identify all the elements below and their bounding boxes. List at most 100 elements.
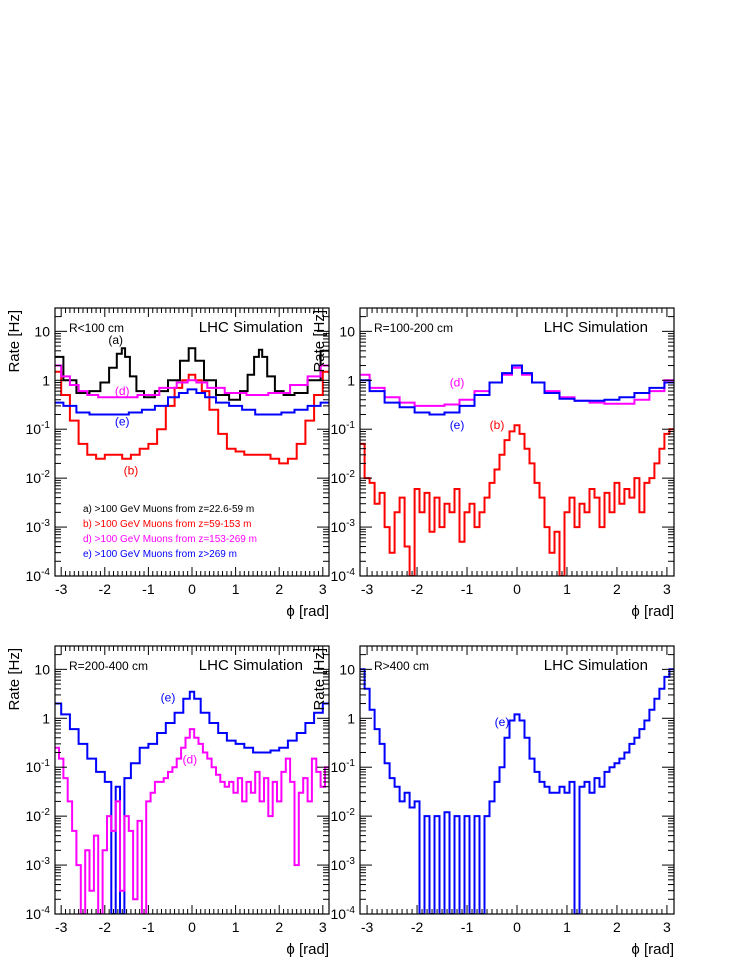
series-e-line — [360, 364, 674, 416]
series-e-line — [55, 388, 329, 416]
y-tick-label: 10-1 — [331, 758, 356, 775]
legend-entry: d) >100 GeV Muons from z=153-269 m — [83, 534, 257, 545]
x-tick-label: -3 — [361, 581, 374, 597]
y-tick-label: 1 — [42, 372, 50, 388]
y-tick-label: 1 — [347, 372, 355, 388]
series-d-line — [360, 366, 674, 407]
x-tick-label: 3 — [663, 581, 671, 597]
legend-entry: a) >100 GeV Muons from z=22.6-59 m — [83, 504, 254, 515]
y-tick-label: 10 — [34, 323, 50, 339]
plot-frame — [359, 645, 675, 915]
x-tick-label: -3 — [361, 919, 374, 935]
y-axis-title: Rate [Hz] — [311, 648, 328, 711]
x-tick-label: -1 — [142, 919, 155, 935]
series-group — [360, 668, 674, 914]
x-axis-title: ϕ [rad] — [631, 603, 674, 620]
panel-label: R=100-200 cm — [374, 321, 453, 335]
y-tick-label: 10-4 — [331, 905, 356, 922]
x-tick-label: 2 — [613, 581, 621, 597]
series-b-line — [360, 424, 674, 576]
legend-entry: e) >100 GeV Muons from z>269 m — [83, 549, 237, 560]
y-tick-label: 1 — [347, 710, 355, 726]
x-tick-label: -1 — [461, 581, 474, 597]
y-axis-title: Rate [Hz] — [6, 648, 23, 711]
x-tick-label: -1 — [142, 581, 155, 597]
y-tick-label: 10-3 — [331, 518, 356, 535]
x-tick-label: 3 — [663, 919, 671, 935]
x-tick-label: -2 — [99, 919, 112, 935]
y-tick-label: 1 — [42, 710, 50, 726]
x-tick-label: 0 — [188, 581, 196, 597]
y-tick-label: 10 — [339, 323, 355, 339]
chart-panel-1: -3 -2 -1 0 1 2 3 10 1 10-1 10-2 10-3 10-4 Rate [Hz] ϕ … — [6, 307, 330, 620]
series-annotation: (d) — [450, 375, 465, 389]
y-tick-label: 10-1 — [331, 420, 356, 437]
series-annotation: (d) — [115, 384, 130, 398]
y-tick-label: 10-3 — [331, 856, 356, 873]
watermark-label: LHC Simulation — [199, 657, 303, 674]
chart-panel-2: -3 -2 -1 0 1 2 3 10 1 10-1 10-2 10-3 10-4 Rate [Hz] ϕ … — [311, 307, 675, 620]
series-e-line — [55, 690, 329, 914]
x-axis-title: ϕ [rad] — [286, 941, 329, 958]
series-annotation: (b) — [490, 418, 505, 432]
x-tick-label: 1 — [232, 919, 240, 935]
series-d-line — [55, 364, 329, 399]
y-tick-label: 10-4 — [26, 905, 51, 922]
x-tick-label: 2 — [275, 919, 283, 935]
plot-frame — [54, 645, 330, 915]
x-tick-label: -2 — [411, 919, 424, 935]
x-tick-label: 2 — [275, 581, 283, 597]
y-tick-label: 10-2 — [26, 807, 51, 824]
series-group — [55, 347, 329, 465]
series-annotation: (e) — [161, 691, 176, 705]
x-tick-label: 1 — [563, 581, 571, 597]
y-tick-label: 10-2 — [331, 469, 356, 486]
series-annotation: (d) — [182, 752, 197, 766]
x-tick-label: -3 — [55, 581, 68, 597]
plot-frame — [359, 307, 675, 577]
y-tick-label: 10-2 — [331, 807, 356, 824]
x-tick-label: 3 — [319, 581, 327, 597]
panel-label: R<100 cm — [69, 321, 124, 335]
y-axis-title: Rate [Hz] — [6, 310, 23, 373]
x-tick-label: 0 — [188, 919, 196, 935]
watermark-label: LHC Simulation — [544, 319, 648, 336]
x-tick-label: -1 — [461, 919, 474, 935]
x-tick-label: -3 — [55, 919, 68, 935]
chart-panel-3: -3 -2 -1 0 1 2 3 10 1 10-1 10-2 10-3 10-4 Rate [Hz] ϕ … — [6, 645, 330, 958]
series-annotation: (b) — [124, 463, 139, 477]
y-tick-label: 10-3 — [26, 856, 51, 873]
series-group — [360, 364, 674, 576]
y-tick-label: 10-3 — [26, 518, 51, 535]
series-b-line — [55, 370, 329, 465]
series-d-line — [55, 728, 329, 914]
series-e-line — [360, 668, 674, 914]
x-tick-label: 1 — [232, 581, 240, 597]
x-tick-label: 0 — [513, 919, 521, 935]
series-annotation: (e) — [450, 418, 465, 432]
y-axis-title: Rate [Hz] — [311, 310, 328, 373]
y-tick-label: 10 — [339, 661, 355, 677]
y-tick-label: 10-4 — [331, 567, 356, 584]
x-tick-label: -2 — [99, 581, 112, 597]
y-tick-label: 10-1 — [26, 420, 51, 437]
y-tick-label: 10-4 — [26, 567, 51, 584]
series-annotation: (e) — [115, 414, 130, 428]
panel-label: R=200-400 cm — [69, 659, 148, 673]
x-axis-title: ϕ [rad] — [286, 603, 329, 620]
series-annotation: (e) — [495, 715, 510, 729]
y-tick-label: 10-1 — [26, 758, 51, 775]
series-group — [55, 690, 329, 914]
series-annotation: (a) — [108, 333, 123, 347]
y-tick-label: 10-2 — [26, 469, 51, 486]
legend-entry: b) >100 GeV Muons from z=59-153 m — [83, 519, 251, 530]
x-axis-title: ϕ [rad] — [631, 941, 674, 958]
series-a-line — [55, 347, 329, 401]
y-tick-label: 10 — [34, 661, 50, 677]
x-tick-label: -2 — [411, 581, 424, 597]
x-tick-label: 1 — [563, 919, 571, 935]
x-tick-label: 2 — [613, 919, 621, 935]
x-tick-label: 3 — [319, 919, 327, 935]
x-tick-label: 0 — [513, 581, 521, 597]
